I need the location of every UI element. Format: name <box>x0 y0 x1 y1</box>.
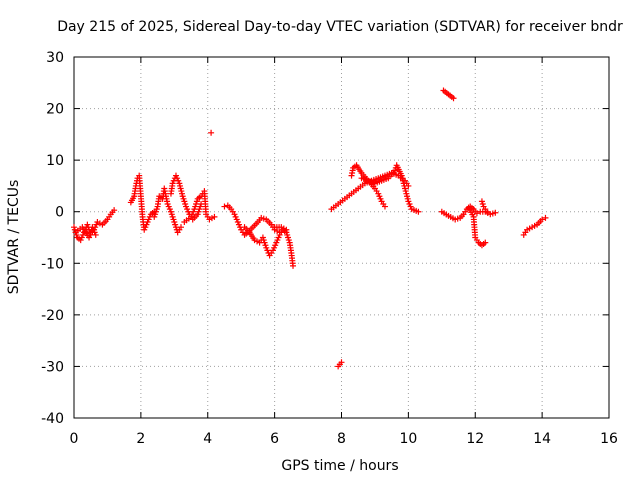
data-point <box>539 216 546 223</box>
x-tick-label: 6 <box>270 431 279 447</box>
chart-title: Day 215 of 2025, Sidereal Day-to-day VTE… <box>57 19 623 35</box>
data-point <box>483 208 490 215</box>
y-tick-label: 30 <box>46 50 64 66</box>
data-point <box>381 203 388 210</box>
data-point <box>211 213 218 220</box>
y-tick-label: 10 <box>46 153 64 169</box>
y-tick-label: -40 <box>41 411 64 427</box>
y-axis-label: SDTVAR / TECUs <box>6 180 22 295</box>
y-tick-label: -20 <box>41 308 64 324</box>
data-point <box>492 209 499 216</box>
data-point <box>450 95 457 102</box>
x-tick-label: 12 <box>466 431 484 447</box>
data-point <box>415 208 422 215</box>
data-point <box>92 231 99 238</box>
x-tick-label: 8 <box>337 431 346 447</box>
y-tick-label: 0 <box>55 205 64 221</box>
data-points <box>71 87 549 370</box>
x-axis-label: GPS time / hours <box>281 458 398 474</box>
x-tick-label: 16 <box>600 431 618 447</box>
x-tick-label: 10 <box>399 431 417 447</box>
data-point <box>111 207 118 214</box>
y-tick-label: 20 <box>46 102 64 118</box>
y-axis-ticks: 30 20 10 0 -10 -20 -30 -40 <box>41 50 609 427</box>
data-point <box>338 359 345 366</box>
data-point <box>178 224 184 231</box>
x-axis-ticks: 0 2 4 6 8 10 12 14 16 <box>70 57 618 447</box>
data-point <box>482 239 489 246</box>
y-tick-label: -30 <box>41 359 64 375</box>
x-tick-label: 2 <box>136 431 145 447</box>
y-tick-label: -10 <box>41 256 64 272</box>
data-point <box>290 262 297 269</box>
data-point <box>221 203 228 210</box>
data-point <box>473 210 480 217</box>
x-tick-label: 14 <box>533 431 551 447</box>
x-tick-label: 4 <box>203 431 212 447</box>
data-point <box>208 129 215 136</box>
data-point <box>542 214 549 221</box>
x-tick-label: 0 <box>70 431 79 447</box>
data-point <box>283 226 290 233</box>
